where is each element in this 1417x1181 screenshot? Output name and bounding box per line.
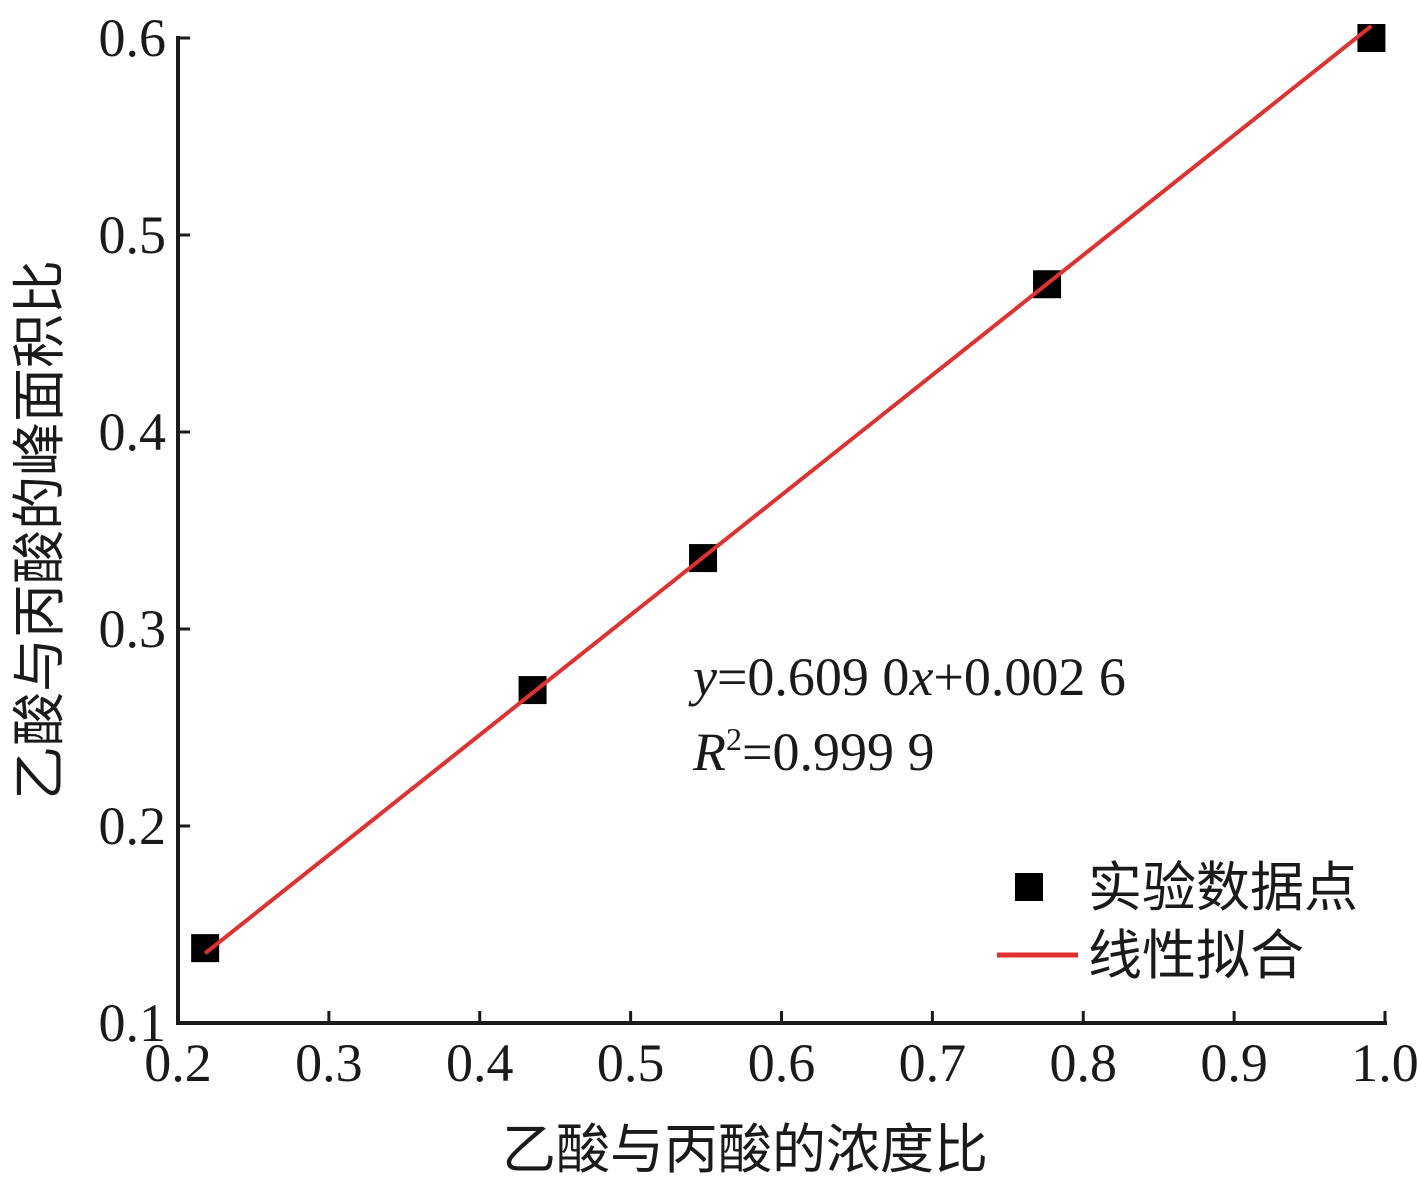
data-point [1357, 24, 1386, 52]
r-squared: R2=0.999 9 [692, 721, 934, 782]
r-exponent: 2 [726, 721, 742, 757]
x-tick-label: 0.6 [748, 1033, 816, 1093]
x-tick-label: 0.3 [295, 1033, 363, 1093]
x-tick-label: 0.7 [899, 1033, 967, 1093]
y-tick-label: 0.6 [99, 8, 167, 68]
x-tick-label: 0.5 [597, 1033, 665, 1093]
equation: y=0.609 0x+0.002 6 [688, 647, 1126, 707]
legend-label: 线性拟合 [1088, 926, 1304, 986]
equation-part: y [688, 647, 717, 707]
x-tick-label: 0.8 [1050, 1033, 1118, 1093]
r-value: =0.999 9 [742, 722, 934, 782]
y-tick-label: 0.4 [99, 402, 167, 462]
x-tick-label: 0.4 [446, 1033, 514, 1093]
r-symbol: R [692, 722, 726, 782]
y-tick-label: 0.2 [99, 796, 167, 856]
x-axis-label: 乙酸与丙酸的浓度比 [502, 1120, 988, 1180]
legend-marker [1015, 873, 1043, 901]
x-tick-label: 0.9 [1200, 1033, 1268, 1093]
x-tick-label: 1.0 [1351, 1033, 1417, 1093]
y-axis-label: 乙酸与丙酸的峰面积比 [10, 260, 70, 800]
y-tick-label: 0.5 [99, 205, 167, 265]
x-tick-label: 0.2 [144, 1033, 212, 1093]
equation-part: +0.002 6 [933, 647, 1125, 707]
data-point [191, 934, 220, 963]
equation-part: =0.609 0 [717, 647, 909, 707]
y-tick-label: 0.3 [99, 599, 167, 659]
fit-line [203, 24, 1373, 955]
equation-part: x [908, 647, 933, 707]
legend-label: 实验数据点 [1088, 858, 1358, 918]
y-tick-label: 0.1 [99, 993, 167, 1053]
